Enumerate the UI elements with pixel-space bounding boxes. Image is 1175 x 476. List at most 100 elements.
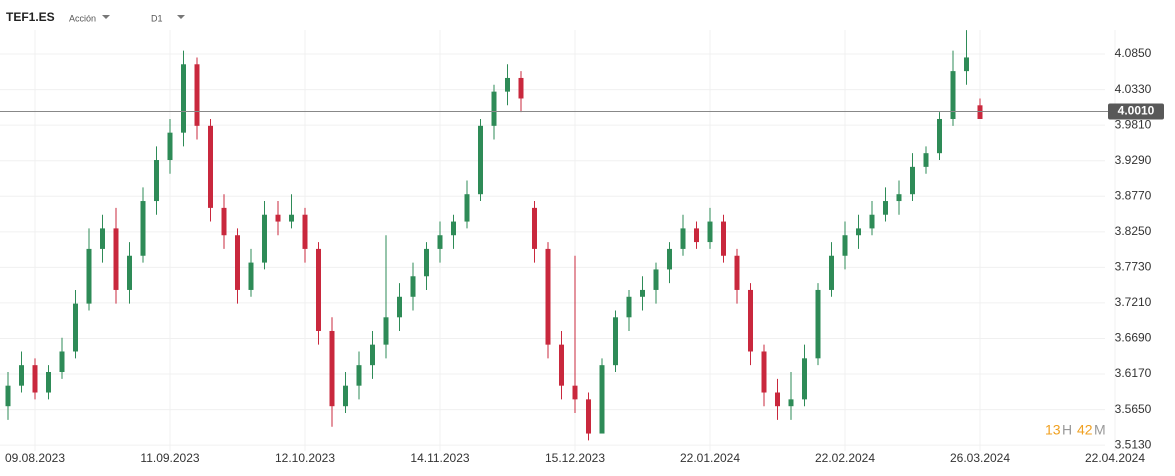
candle-body: [788, 399, 794, 407]
candle-body: [761, 351, 767, 393]
candle-body: [896, 194, 902, 202]
candle-body: [410, 276, 416, 297]
countdown: 13 H 42 M: [1045, 422, 1106, 438]
x-tick-label: 11.09.2023: [140, 451, 199, 465]
candle-body: [113, 228, 119, 290]
candle-body: [694, 228, 699, 243]
candle-body: [154, 160, 159, 202]
candle-body: [667, 248, 672, 270]
candle-body: [599, 365, 605, 434]
y-tick-label: 3.6170: [1115, 366, 1152, 380]
countdown-minutes-unit: M: [1094, 422, 1106, 438]
candle-body: [397, 296, 402, 318]
candle-body: [127, 255, 132, 290]
candle-body: [869, 214, 875, 229]
candle-body: [316, 248, 321, 331]
candle-body: [532, 207, 537, 249]
candle-body: [437, 235, 443, 249]
candle-body: [883, 201, 888, 215]
x-tick-label: 22.04.2024: [1085, 451, 1145, 465]
y-tick-label: 3.9810: [1115, 117, 1152, 131]
candle-body: [856, 228, 861, 236]
x-tick-label: 22.01.2024: [680, 451, 740, 465]
candle-body: [721, 221, 726, 256]
x-tick-label: 09.08.2023: [5, 451, 65, 465]
x-tick-label: 14.11.2023: [410, 451, 469, 465]
candle-body: [802, 358, 807, 400]
x-tick-label: 26.03.2024: [950, 451, 1010, 465]
candle-body: [46, 372, 51, 393]
candle-body: [734, 255, 740, 290]
candle-body: [140, 201, 146, 256]
y-tick-label: 3.8770: [1115, 188, 1152, 202]
last-price-label: 4.0010: [1118, 104, 1155, 118]
candle-body: [181, 64, 186, 133]
countdown-minutes: 42: [1077, 422, 1093, 438]
y-tick-label: 3.5130: [1115, 437, 1152, 451]
y-tick-label: 3.7730: [1115, 260, 1152, 274]
candle-body: [343, 385, 348, 407]
candle-body: [937, 118, 942, 154]
y-tick-label: 4.0330: [1115, 82, 1152, 96]
candle-body: [586, 399, 591, 434]
candle-body: [100, 228, 105, 249]
candle-body: [707, 221, 713, 243]
candle-body: [383, 317, 389, 345]
candle-body: [464, 194, 470, 222]
candle-body: [505, 77, 510, 92]
candle-body: [545, 248, 551, 345]
timeframe[interactable]: D1: [151, 13, 163, 23]
x-tick-label: 12.10.2023: [275, 451, 335, 465]
y-tick-label: 3.9290: [1115, 153, 1152, 167]
candle-body: [680, 228, 686, 249]
candle-body: [329, 330, 335, 407]
candle-body: [275, 214, 281, 222]
candle-body: [491, 91, 497, 126]
candle-body: [262, 214, 267, 263]
candle-body: [559, 344, 564, 386]
instrument-type: Acción: [69, 13, 96, 23]
x-tick-label: 22.02.2024: [815, 451, 875, 465]
candle-body: [815, 289, 821, 359]
symbol[interactable]: TEF1.ES: [6, 10, 55, 24]
timeframe-dropdown[interactable]: [177, 15, 185, 19]
candle-body: [208, 125, 213, 208]
candle-body: [86, 248, 92, 304]
candle-body: [73, 303, 78, 352]
candle-body: [235, 235, 240, 290]
candle-body: [653, 269, 659, 290]
candle-body: [248, 262, 254, 290]
candle-body: [964, 57, 969, 72]
candle-body: [626, 296, 632, 318]
candle-body: [775, 392, 780, 407]
last-price-box: [1108, 103, 1164, 120]
candle-body: [613, 317, 618, 366]
candle-body: [640, 289, 645, 297]
candle-body: [5, 385, 11, 407]
candle-body: [478, 125, 483, 195]
candle-body: [356, 365, 362, 386]
candle-body: [167, 132, 173, 161]
candle-body: [518, 77, 524, 99]
y-tick-label: 3.7210: [1115, 295, 1152, 309]
y-tick-label: 4.0850: [1115, 46, 1152, 60]
candle-body: [221, 207, 227, 236]
candle-body: [302, 214, 308, 249]
candle-body: [842, 235, 848, 256]
candle-body: [572, 385, 578, 400]
symbol-dropdown[interactable]: [102, 15, 110, 19]
candle-body: [59, 351, 65, 372]
countdown-hours: 13: [1045, 422, 1061, 438]
candle-body: [19, 365, 24, 386]
grid: [0, 30, 1116, 451]
candle-body: [424, 248, 429, 277]
y-tick-label: 3.8250: [1115, 224, 1152, 238]
candle-body: [32, 365, 38, 393]
candle-body: [451, 221, 456, 236]
candle-body: [370, 344, 375, 366]
candle-body: [748, 289, 753, 352]
x-tick-label: 15.12.2023: [545, 451, 605, 465]
candle-body: [289, 214, 294, 222]
